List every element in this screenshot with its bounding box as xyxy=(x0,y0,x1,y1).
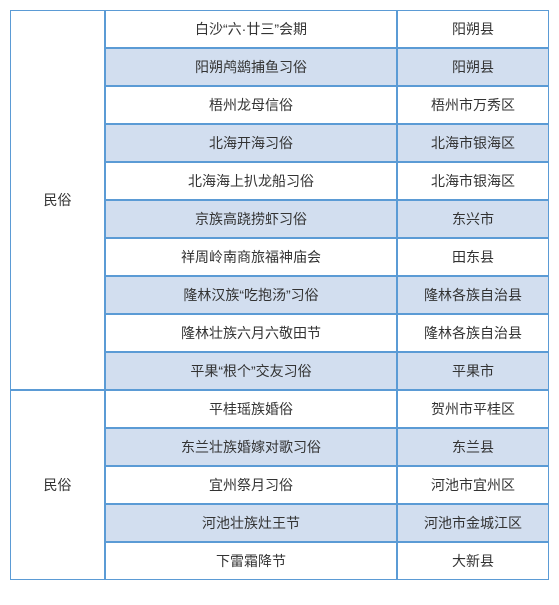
table-row: 平果“根个”交友习俗平果市 xyxy=(105,352,549,390)
custom-name-cell: 阳朔鸬鹚捕鱼习俗 xyxy=(105,48,397,86)
custom-name-cell: 京族高跷捞虾习俗 xyxy=(105,200,397,238)
custom-name-cell: 梧州龙母信俗 xyxy=(105,86,397,124)
custom-name-cell: 隆林汉族“吃抱汤”习俗 xyxy=(105,276,397,314)
table-row: 河池壮族灶王节河池市金城江区 xyxy=(105,504,549,542)
location-cell: 阳朔县 xyxy=(397,10,549,48)
category-label: 民俗 xyxy=(10,10,105,390)
location-cell: 河池市宜州区 xyxy=(397,466,549,504)
location-cell: 隆林各族自治县 xyxy=(397,314,549,352)
folk-customs-table: 民俗白沙“六·廿三”会期阳朔县阳朔鸬鹚捕鱼习俗阳朔县梧州龙母信俗梧州市万秀区北海… xyxy=(10,10,549,580)
category-label: 民俗 xyxy=(10,390,105,580)
table-row: 白沙“六·廿三”会期阳朔县 xyxy=(105,10,549,48)
custom-name-cell: 下雷霜降节 xyxy=(105,542,397,580)
category-group: 民俗白沙“六·廿三”会期阳朔县阳朔鸬鹚捕鱼习俗阳朔县梧州龙母信俗梧州市万秀区北海… xyxy=(10,10,549,390)
table-row: 京族高跷捞虾习俗东兴市 xyxy=(105,200,549,238)
location-cell: 东兴市 xyxy=(397,200,549,238)
table-row: 祥周岭南商旅福神庙会田东县 xyxy=(105,238,549,276)
table-row: 隆林汉族“吃抱汤”习俗隆林各族自治县 xyxy=(105,276,549,314)
table-row: 梧州龙母信俗梧州市万秀区 xyxy=(105,86,549,124)
location-cell: 北海市银海区 xyxy=(397,124,549,162)
custom-name-cell: 祥周岭南商旅福神庙会 xyxy=(105,238,397,276)
custom-name-cell: 北海开海习俗 xyxy=(105,124,397,162)
table-row: 北海海上扒龙船习俗北海市银海区 xyxy=(105,162,549,200)
table-row: 北海开海习俗北海市银海区 xyxy=(105,124,549,162)
category-group: 民俗平桂瑶族婚俗贺州市平桂区东兰壮族婚嫁对歌习俗东兰县宜州祭月习俗河池市宜州区河… xyxy=(10,390,549,580)
location-cell: 梧州市万秀区 xyxy=(397,86,549,124)
location-cell: 河池市金城江区 xyxy=(397,504,549,542)
location-cell: 贺州市平桂区 xyxy=(397,390,549,428)
custom-name-cell: 白沙“六·廿三”会期 xyxy=(105,10,397,48)
location-cell: 北海市银海区 xyxy=(397,162,549,200)
custom-name-cell: 平果“根个”交友习俗 xyxy=(105,352,397,390)
table-row: 宜州祭月习俗河池市宜州区 xyxy=(105,466,549,504)
table-row: 东兰壮族婚嫁对歌习俗东兰县 xyxy=(105,428,549,466)
location-cell: 大新县 xyxy=(397,542,549,580)
table-row: 隆林壮族六月六敬田节隆林各族自治县 xyxy=(105,314,549,352)
custom-name-cell: 隆林壮族六月六敬田节 xyxy=(105,314,397,352)
custom-name-cell: 北海海上扒龙船习俗 xyxy=(105,162,397,200)
location-cell: 隆林各族自治县 xyxy=(397,276,549,314)
table-row: 阳朔鸬鹚捕鱼习俗阳朔县 xyxy=(105,48,549,86)
group-rows: 平桂瑶族婚俗贺州市平桂区东兰壮族婚嫁对歌习俗东兰县宜州祭月习俗河池市宜州区河池壮… xyxy=(105,390,549,580)
location-cell: 阳朔县 xyxy=(397,48,549,86)
location-cell: 平果市 xyxy=(397,352,549,390)
location-cell: 田东县 xyxy=(397,238,549,276)
group-rows: 白沙“六·廿三”会期阳朔县阳朔鸬鹚捕鱼习俗阳朔县梧州龙母信俗梧州市万秀区北海开海… xyxy=(105,10,549,390)
custom-name-cell: 东兰壮族婚嫁对歌习俗 xyxy=(105,428,397,466)
custom-name-cell: 宜州祭月习俗 xyxy=(105,466,397,504)
table-row: 下雷霜降节大新县 xyxy=(105,542,549,580)
table-row: 平桂瑶族婚俗贺州市平桂区 xyxy=(105,390,549,428)
custom-name-cell: 河池壮族灶王节 xyxy=(105,504,397,542)
location-cell: 东兰县 xyxy=(397,428,549,466)
custom-name-cell: 平桂瑶族婚俗 xyxy=(105,390,397,428)
